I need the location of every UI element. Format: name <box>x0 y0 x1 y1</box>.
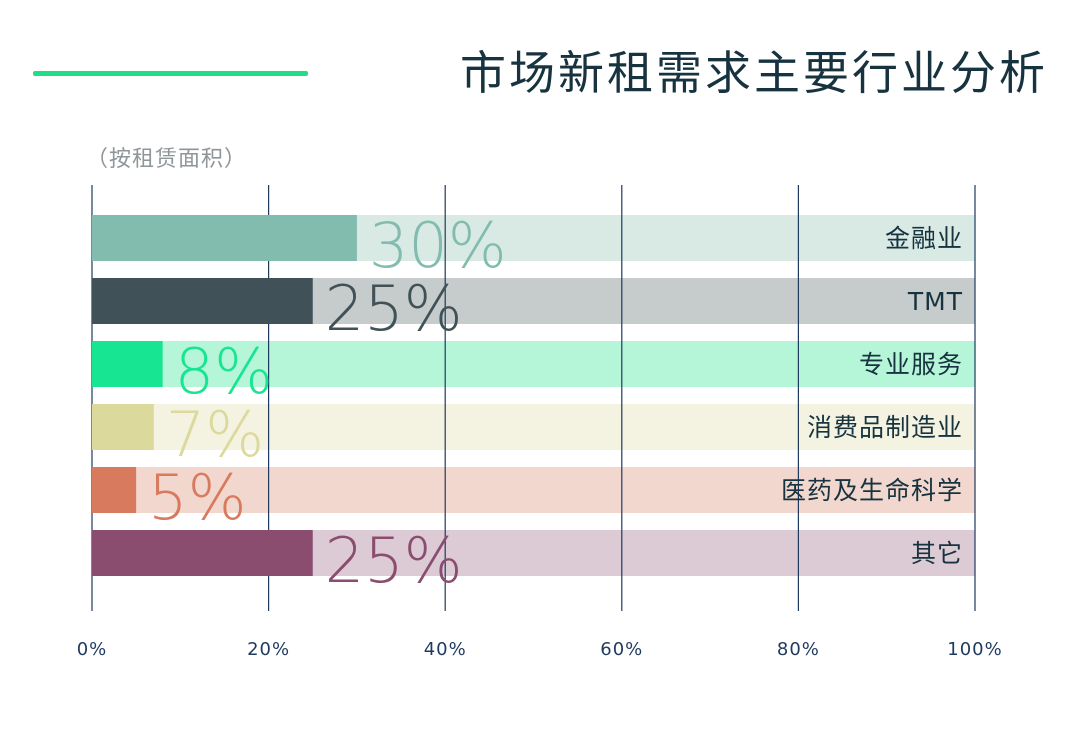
chart-subtitle: （按租赁面积） <box>86 147 248 172</box>
data-label: 25% <box>325 524 463 597</box>
data-label: 30% <box>369 209 507 282</box>
chart-title: 市场新租需求主要行业分析 <box>460 46 1048 100</box>
x-tick-label: 0% <box>77 639 108 660</box>
x-tick-label: 100% <box>947 639 1002 660</box>
bar <box>92 341 163 387</box>
data-label: 7% <box>166 398 264 471</box>
x-tick-label: 40% <box>424 639 467 660</box>
bar-track <box>92 467 975 513</box>
bar <box>92 530 313 576</box>
data-label: 8% <box>175 335 273 408</box>
bar <box>92 404 154 450</box>
category-label: 金融业 <box>885 224 963 253</box>
category-label: 专业服务 <box>859 350 963 379</box>
x-tick-label: 60% <box>600 639 643 660</box>
category-label: 医药及生命科学 <box>781 476 963 505</box>
accent-line <box>33 71 308 76</box>
data-label: 5% <box>148 461 246 534</box>
category-label: TMT <box>907 287 963 316</box>
x-tick-label: 20% <box>247 639 290 660</box>
bar <box>92 215 357 261</box>
bar <box>92 278 313 324</box>
bar-track <box>92 341 975 387</box>
bar-track <box>92 404 975 450</box>
bar <box>92 467 137 513</box>
x-tick-label: 80% <box>777 639 820 660</box>
data-label: 25% <box>325 272 463 345</box>
category-label: 其它 <box>911 539 963 568</box>
category-label: 消费品制造业 <box>807 413 963 442</box>
